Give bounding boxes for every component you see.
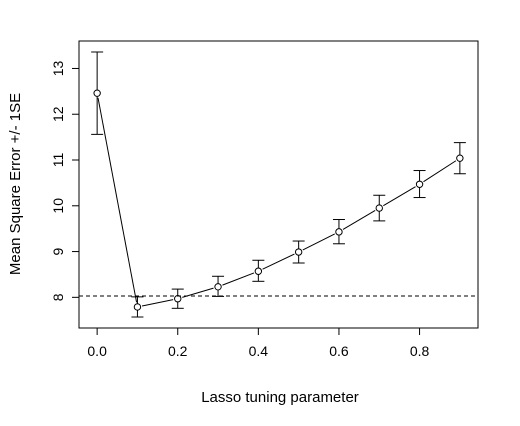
data-point xyxy=(294,248,303,256)
series-line-segment xyxy=(141,299,174,307)
y-tick-label: 9 xyxy=(50,247,66,255)
series-line-segment xyxy=(383,186,416,207)
series-group xyxy=(91,51,466,318)
x-tick-label: 0.6 xyxy=(329,343,349,359)
data-point xyxy=(214,283,222,291)
y-tick-label: 12 xyxy=(50,106,66,122)
y-axis-label: Mean Square Error +/- 1SE xyxy=(7,93,24,275)
x-axis-label: Lasso tuning parameter xyxy=(201,389,359,406)
x-tick-label: 0.4 xyxy=(249,343,269,359)
series-line-segment xyxy=(302,233,335,251)
series-line-segment xyxy=(342,210,376,230)
data-point xyxy=(254,267,263,275)
x-tick-label: 0.8 xyxy=(410,343,430,359)
data-point xyxy=(133,303,142,311)
x-tick-label: 0.0 xyxy=(87,343,107,359)
series-line-segment xyxy=(262,253,295,270)
series-line-segment xyxy=(182,287,214,298)
data-point xyxy=(93,89,101,97)
y-axis: 8 9 10 11 12 13 xyxy=(50,60,80,301)
data-point xyxy=(174,295,182,303)
data-point xyxy=(375,204,383,212)
y-tick-label: 10 xyxy=(50,198,66,214)
data-point xyxy=(415,180,424,188)
series-line-segment xyxy=(423,160,457,183)
series-line-segment xyxy=(222,272,255,286)
y-tick-label: 13 xyxy=(50,60,66,76)
x-tick-label: 0.2 xyxy=(168,343,188,359)
series-line-segment xyxy=(97,97,138,303)
y-tick-label: 8 xyxy=(50,293,66,301)
plot-frame xyxy=(78,40,479,329)
data-point xyxy=(335,228,343,236)
data-point xyxy=(456,154,464,162)
y-tick-label: 11 xyxy=(50,153,66,168)
x-axis: 0.0 0.2 0.4 0.6 0.8 xyxy=(87,327,430,359)
